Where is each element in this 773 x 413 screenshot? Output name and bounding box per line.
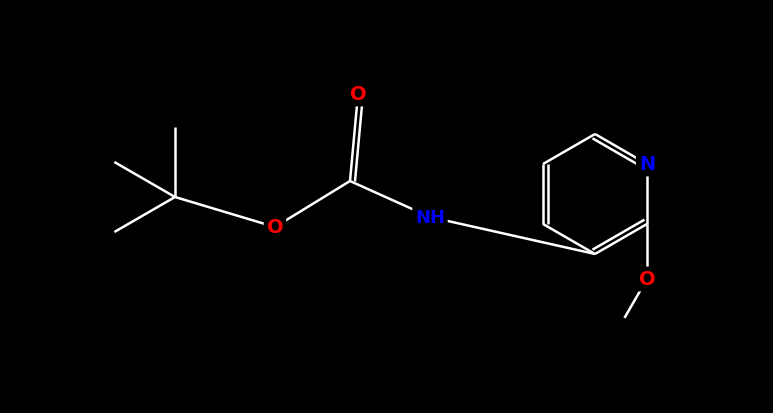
Text: O: O bbox=[638, 270, 656, 289]
Text: O: O bbox=[267, 218, 284, 237]
Text: O: O bbox=[349, 85, 366, 104]
Text: N: N bbox=[638, 155, 655, 174]
Text: NH: NH bbox=[415, 209, 445, 226]
